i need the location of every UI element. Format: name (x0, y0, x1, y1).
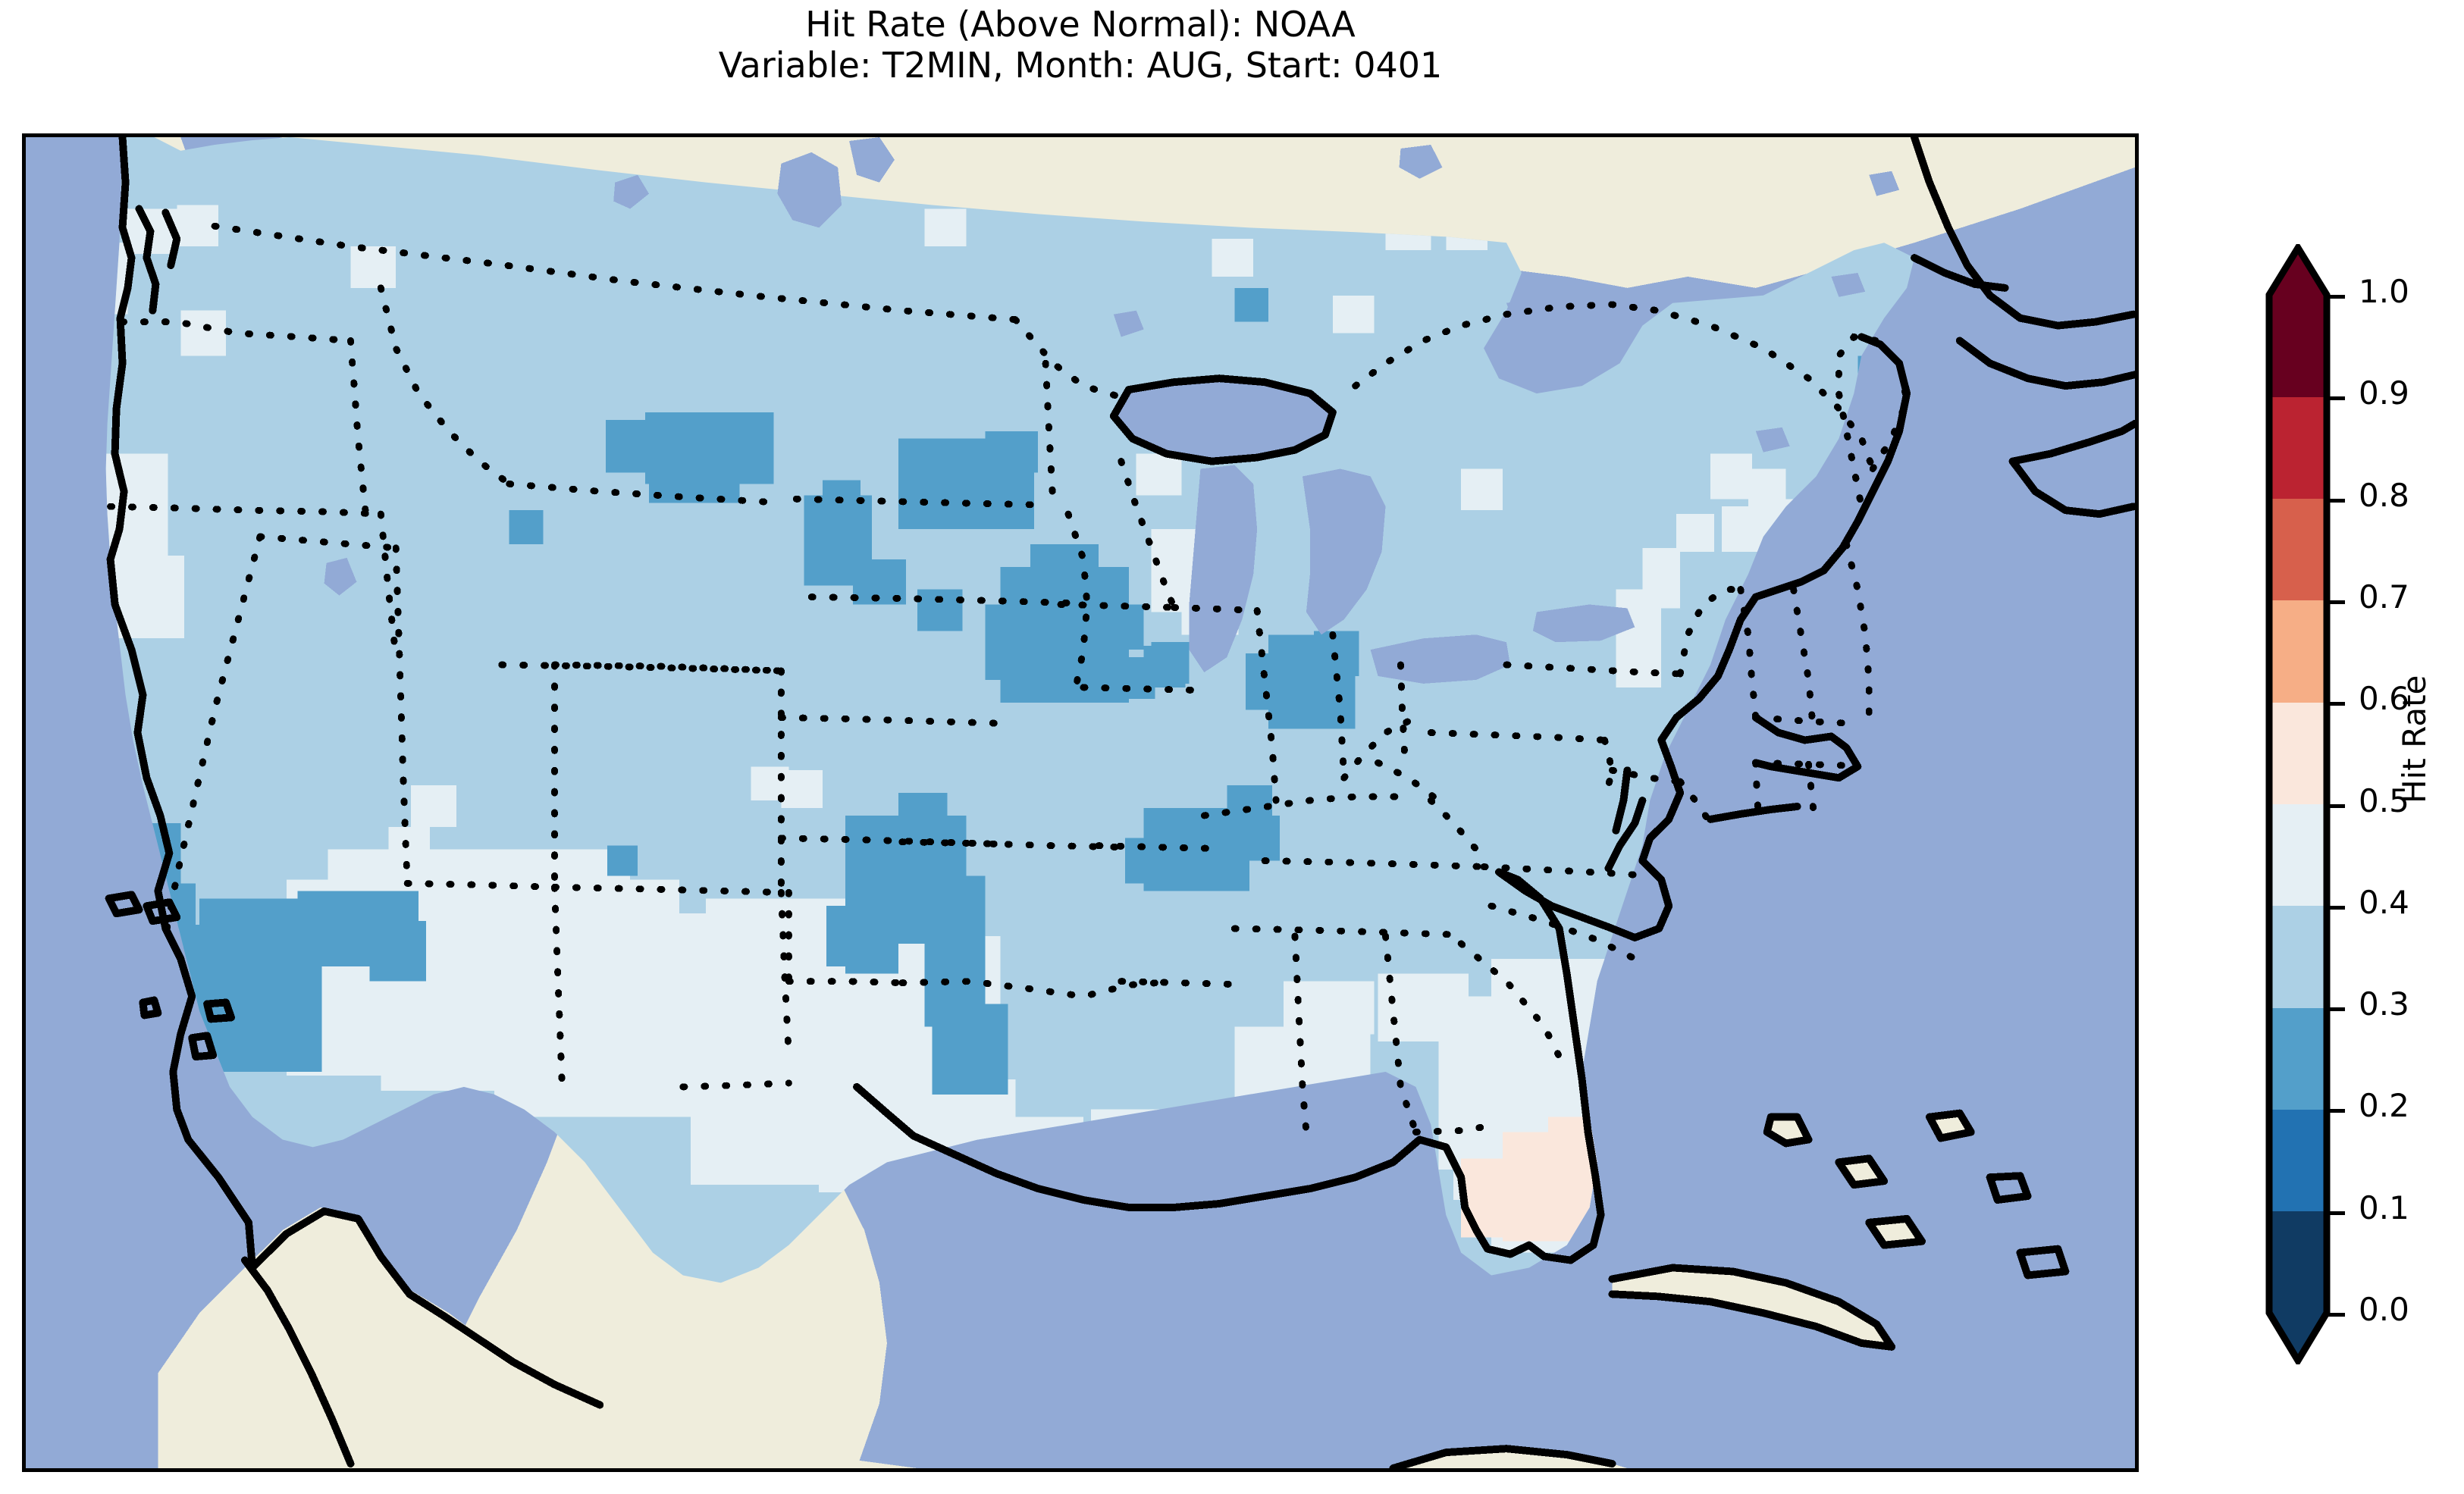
colorbar-band-0.9-1.0 (2269, 295, 2327, 397)
colorbar-band-0.8-0.9 (2269, 396, 2327, 500)
colorbar-tick-label-0.2: 0.2 (2359, 1087, 2409, 1125)
colorbar-tick-label-1.0: 1.0 (2359, 273, 2409, 310)
colorbar-band-0.7-0.8 (2269, 498, 2327, 601)
colorbar-tick-0.7 (2327, 600, 2345, 604)
colorbar-tick-label-0.7: 0.7 (2359, 578, 2409, 615)
colorbar-tick-label-0.0: 0.0 (2359, 1291, 2409, 1328)
colorbar-tick-label-0.8: 0.8 (2359, 476, 2409, 514)
colorbar-tick-label-0.3: 0.3 (2359, 985, 2409, 1023)
colorbar-axis-label: Hit Rate (2396, 675, 2433, 803)
colorbar-tick-1.0 (2327, 295, 2345, 299)
colorbar[interactable] (2269, 248, 2327, 1360)
colorbar-tick-0.5 (2327, 803, 2345, 808)
colorbar-tick-label-0.1: 0.1 (2359, 1189, 2409, 1226)
colorbar-tick-label-0.5: 0.5 (2359, 781, 2409, 819)
colorbar-band-0.3-0.4 (2269, 905, 2327, 1008)
colorbar-tick-0.2 (2327, 1109, 2345, 1113)
colorbar-tick-0.1 (2327, 1211, 2345, 1215)
colorbar-band-0.5-0.6 (2269, 702, 2327, 805)
colorbar-under-arrow (2269, 1313, 2327, 1360)
colorbar-tick-label-0.6: 0.6 (2359, 680, 2409, 718)
title-line-1: Hit Rate (Above Normal): NOAA (805, 4, 1356, 45)
colorbar-band-0.4-0.5 (2269, 803, 2327, 907)
colorbar-tick-label-0.4: 0.4 (2359, 883, 2409, 921)
colorbar-tick-0.3 (2327, 1007, 2345, 1012)
colorbar-band-0.2-0.3 (2269, 1007, 2327, 1110)
lakes-layer (324, 137, 1900, 684)
colorbar-tick-0.4 (2327, 905, 2345, 910)
colorbar-over-arrow (2269, 248, 2327, 295)
title-line-2: Variable: T2MIN, Month: AUG, Start: 0401 (718, 44, 1443, 86)
figure-title: Hit Rate (Above Normal): NOAA Variable: … (0, 4, 2161, 86)
colorbar-band-0.0-0.1 (2269, 1211, 2327, 1314)
colorbar-band-0.6-0.7 (2269, 600, 2327, 703)
coastline-layer (105, 137, 2135, 1468)
colorbar-tick-0.0 (2327, 1313, 2345, 1317)
colorbar-tick-0.6 (2327, 702, 2345, 706)
map-plot-area (22, 133, 2139, 1472)
map-raster (26, 137, 2135, 1468)
colorbar-tick-label-0.9: 0.9 (2359, 374, 2409, 412)
colorbar-tick-0.8 (2327, 498, 2345, 503)
colorbar-band-0.1-0.2 (2269, 1109, 2327, 1212)
colorbar-tick-0.9 (2327, 396, 2345, 401)
